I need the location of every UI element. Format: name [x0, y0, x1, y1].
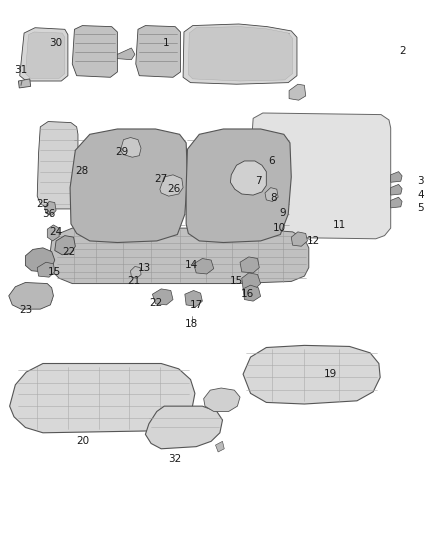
Text: 3: 3: [417, 176, 424, 186]
Text: 22: 22: [63, 247, 76, 256]
Polygon shape: [25, 248, 55, 272]
Polygon shape: [49, 228, 309, 284]
Polygon shape: [391, 172, 402, 182]
Polygon shape: [145, 406, 223, 449]
Text: 11: 11: [333, 220, 346, 230]
Text: 9: 9: [279, 208, 286, 218]
Text: 36: 36: [42, 209, 56, 219]
Polygon shape: [240, 257, 259, 273]
Text: 29: 29: [115, 147, 128, 157]
Text: 24: 24: [49, 227, 63, 237]
Polygon shape: [45, 201, 56, 215]
Polygon shape: [188, 27, 293, 81]
Polygon shape: [72, 26, 117, 77]
Polygon shape: [55, 236, 75, 255]
Text: 14: 14: [185, 261, 198, 270]
Text: 30: 30: [49, 38, 63, 47]
Polygon shape: [272, 160, 285, 178]
Polygon shape: [9, 282, 53, 309]
Text: 15: 15: [230, 277, 243, 286]
Text: 6: 6: [268, 156, 275, 166]
Polygon shape: [243, 285, 261, 301]
Text: 25: 25: [36, 199, 49, 208]
Text: 18: 18: [185, 319, 198, 329]
Polygon shape: [185, 290, 202, 306]
Polygon shape: [265, 188, 278, 201]
Polygon shape: [230, 161, 266, 195]
Polygon shape: [80, 152, 93, 166]
Text: 7: 7: [255, 176, 262, 186]
Text: 20: 20: [76, 437, 89, 446]
Text: 21: 21: [127, 277, 140, 286]
Polygon shape: [10, 364, 195, 433]
Text: 19: 19: [324, 369, 337, 379]
Polygon shape: [194, 259, 214, 274]
Polygon shape: [186, 129, 291, 243]
Polygon shape: [215, 441, 224, 452]
Text: 13: 13: [138, 263, 151, 272]
Polygon shape: [272, 138, 285, 156]
Polygon shape: [136, 26, 180, 77]
Text: 28: 28: [76, 166, 89, 175]
Text: 31: 31: [14, 66, 28, 75]
Polygon shape: [160, 175, 183, 196]
Text: 27: 27: [155, 174, 168, 183]
Text: 22: 22: [149, 298, 162, 308]
Polygon shape: [20, 28, 68, 81]
Text: 17: 17: [190, 300, 203, 310]
Polygon shape: [243, 345, 380, 404]
Text: 2: 2: [399, 46, 406, 55]
Text: 12: 12: [307, 236, 320, 246]
Polygon shape: [183, 24, 297, 84]
Polygon shape: [289, 84, 306, 100]
Polygon shape: [152, 289, 173, 305]
Text: 26: 26: [168, 184, 181, 194]
Polygon shape: [18, 79, 31, 88]
Text: 23: 23: [20, 305, 33, 315]
Polygon shape: [391, 197, 402, 208]
Text: 10: 10: [273, 223, 286, 233]
Polygon shape: [25, 32, 65, 78]
Text: 1: 1: [163, 38, 170, 47]
Polygon shape: [242, 273, 261, 290]
Text: 4: 4: [417, 190, 424, 199]
Text: 8: 8: [270, 193, 277, 203]
Polygon shape: [131, 266, 141, 278]
Polygon shape: [37, 262, 55, 277]
Polygon shape: [251, 113, 391, 239]
Polygon shape: [70, 129, 187, 243]
Polygon shape: [120, 138, 141, 157]
Polygon shape: [291, 232, 307, 246]
Text: 16: 16: [241, 289, 254, 299]
Polygon shape: [37, 122, 78, 209]
Polygon shape: [391, 184, 402, 195]
Text: 32: 32: [168, 455, 181, 464]
Polygon shape: [47, 225, 59, 241]
Text: 5: 5: [417, 203, 424, 213]
Polygon shape: [117, 48, 135, 60]
Polygon shape: [204, 388, 240, 411]
Text: 15: 15: [48, 267, 61, 277]
